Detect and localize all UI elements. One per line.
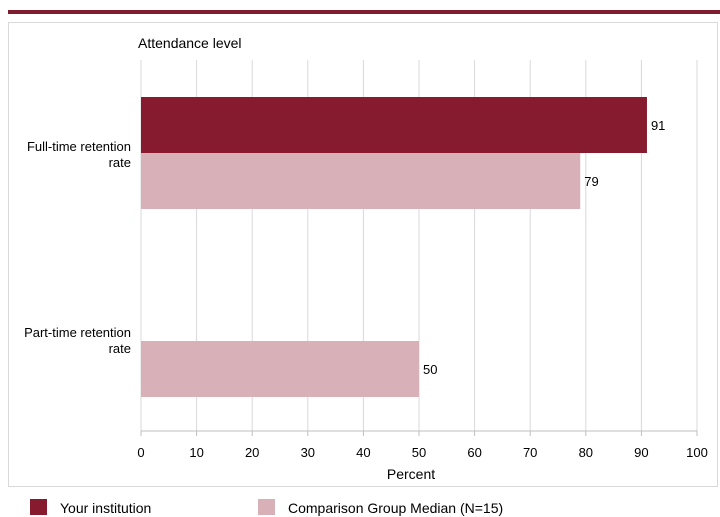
- bar-comparison-1: [141, 341, 419, 397]
- category-label: rate: [109, 341, 131, 356]
- x-tick-label: 30: [301, 445, 315, 460]
- x-tick-label: 100: [686, 445, 708, 460]
- x-tick-label: 60: [467, 445, 481, 460]
- legend-label-0: Your institution: [60, 500, 151, 516]
- bar-institution-0: [141, 97, 647, 153]
- data-label: 79: [584, 174, 598, 189]
- chart-title: Attendance level: [138, 35, 242, 51]
- x-tick-label: 50: [412, 445, 426, 460]
- bars: 91 79 50: [141, 97, 665, 397]
- category-label: rate: [109, 155, 131, 170]
- category-label: Part-time retention: [24, 325, 131, 340]
- legend-swatch-1: [258, 499, 275, 515]
- top-band: [0, 0, 720, 11]
- legend-label-1: Comparison Group Median (N=15): [288, 500, 503, 516]
- x-tick-label: 40: [356, 445, 370, 460]
- x-tick-label: 20: [245, 445, 259, 460]
- legend-swatch-0: [30, 499, 47, 515]
- x-tick-label: 0: [137, 445, 144, 460]
- x-axis-ticks: 0 10 20 30 40 50 60 70 80 90 100: [137, 445, 707, 460]
- x-tick-label: 80: [579, 445, 593, 460]
- data-label: 91: [651, 118, 665, 133]
- x-axis-label: Percent: [387, 466, 435, 482]
- category-label: Full-time retention: [27, 139, 131, 154]
- header-rule: [8, 10, 720, 14]
- data-label: 50: [423, 362, 437, 377]
- x-tick-label: 10: [189, 445, 203, 460]
- x-tick-label: 70: [523, 445, 537, 460]
- bar-comparison-0: [141, 153, 581, 209]
- legend: Your institution Comparison Group Median …: [30, 499, 503, 516]
- x-tick-label: 90: [634, 445, 648, 460]
